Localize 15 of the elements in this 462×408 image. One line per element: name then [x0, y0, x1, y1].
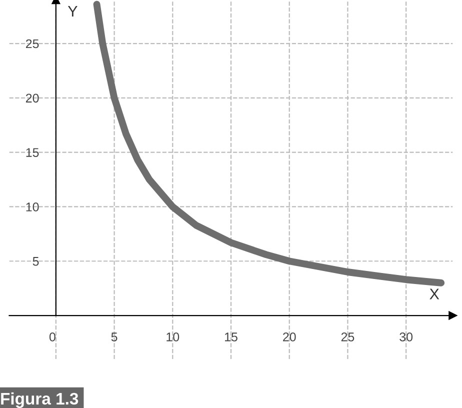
y-axis-title: Y [68, 6, 78, 16]
y-tick-label: 10 [26, 202, 39, 212]
x-axis-title: X [430, 288, 440, 300]
x-tick-label: 25 [341, 332, 354, 342]
x-tick-label: 15 [225, 332, 238, 342]
y-tick-label: 15 [26, 148, 39, 157]
y-tick-label: 25 [26, 39, 39, 48]
x-tick-label: 20 [283, 332, 296, 342]
x-tick-label: 10 [166, 332, 180, 342]
text: Figura 1.3 [1, 392, 78, 408]
y-tick-label: 20 [26, 94, 39, 103]
x-tick-label: 30 [400, 332, 413, 342]
x-tick-label: 5 [111, 332, 118, 342]
x-tick-label: 0 [49, 332, 56, 342]
y-tick-label: 5 [32, 257, 39, 266]
